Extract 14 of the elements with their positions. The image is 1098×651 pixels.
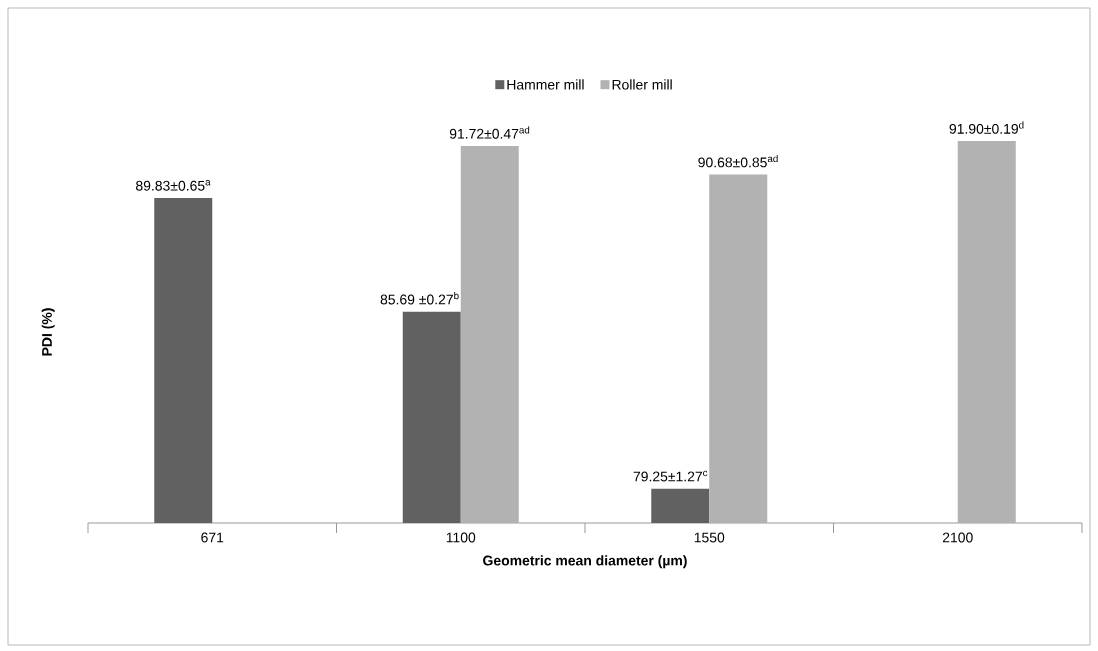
data-label: 89.83±0.65$^{a}$ <box>136 180 211 191</box>
x-tick-label: 671 <box>201 532 224 543</box>
data-label: 90.68±0.85$^{ad}$ <box>698 154 778 168</box>
y-axis-title: PDI (%) <box>41 308 55 356</box>
data-label: 79.25±1.27$^{c}$ <box>633 470 708 482</box>
x-tick-label: 2100 <box>942 532 973 543</box>
data-label: 85.69 ±0.27$^{b}$ <box>380 292 459 305</box>
x-tick-label: 1100 <box>446 532 476 543</box>
data-label: 91.90±0.19$^{d}$ <box>949 121 1024 134</box>
x-tick-label: 1550 <box>694 532 725 543</box>
x-axis-title: Geometric mean diameter (µm) <box>483 555 687 569</box>
data-label: 91.72±0.47$^{ad}$ <box>449 126 530 139</box>
legend-label: Roller mill <box>612 79 672 90</box>
legend-label: Hammer mill <box>507 79 584 90</box>
